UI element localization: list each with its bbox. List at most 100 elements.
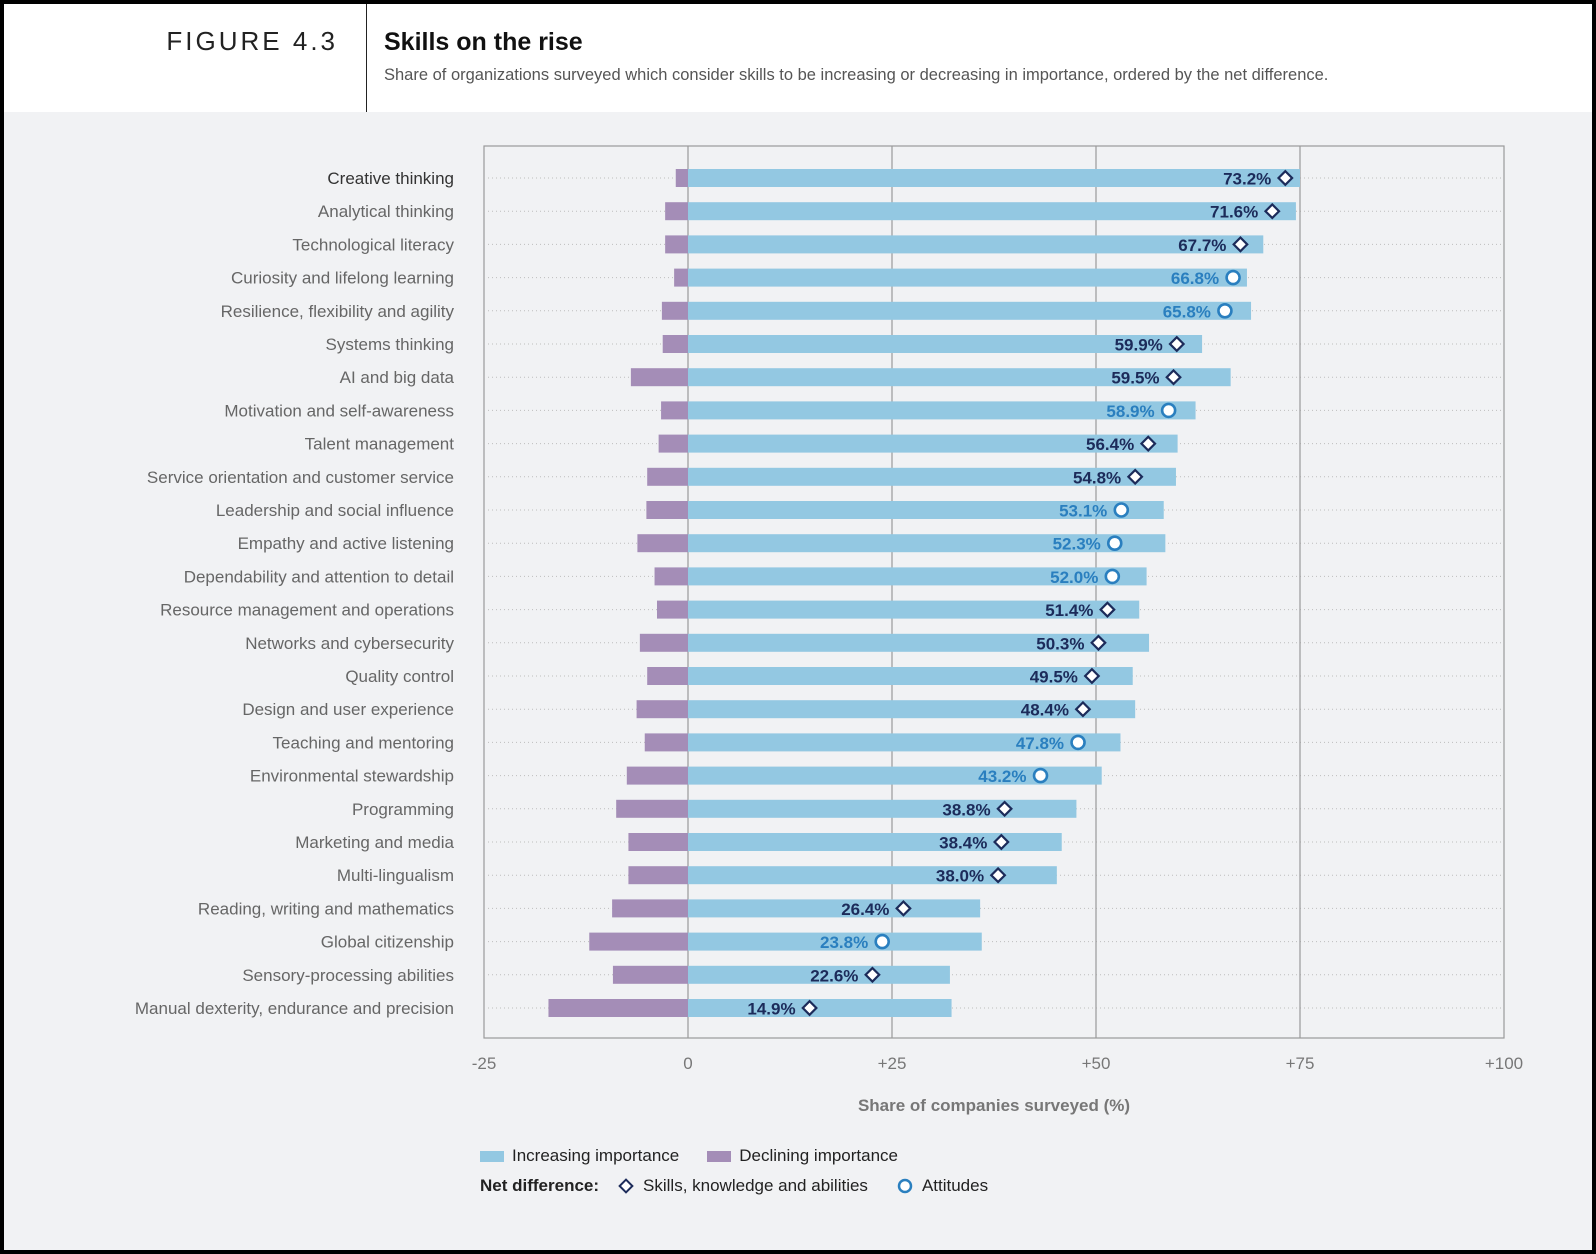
category-label: Reading, writing and mathematics bbox=[198, 899, 454, 918]
net-value-label: 14.9% bbox=[747, 1000, 795, 1019]
skills-marker bbox=[1232, 236, 1249, 253]
legend-attitudes-label: Attitudes bbox=[921, 1176, 989, 1195]
increasing-bar bbox=[688, 235, 1264, 254]
category-label: Quality control bbox=[345, 667, 454, 686]
attitudes-marker bbox=[1070, 734, 1086, 751]
category-label: Global citizenship bbox=[321, 933, 454, 952]
skills-marker bbox=[1276, 169, 1294, 187]
skills-marker bbox=[996, 800, 1013, 818]
increasing-bar bbox=[688, 799, 1077, 818]
skills-marker bbox=[864, 966, 881, 984]
legend-increasing: Increasing importance bbox=[480, 1146, 679, 1166]
legend-net-label: Net difference: bbox=[480, 1176, 600, 1195]
attitudes-marker bbox=[1106, 535, 1123, 552]
attitudes-marker bbox=[1113, 502, 1130, 518]
net-value-label: 52.0% bbox=[1050, 568, 1098, 587]
attitudes-marker bbox=[874, 933, 891, 950]
category-label: Marketing and media bbox=[295, 833, 454, 852]
legend-skills: Skills, knowledge and abilities bbox=[617, 1176, 868, 1196]
skills-marker bbox=[1099, 601, 1116, 618]
x-tick-label: -25 bbox=[472, 1054, 497, 1073]
declining-swatch bbox=[707, 1150, 732, 1162]
increasing-bar bbox=[688, 633, 1150, 652]
net-value-label: 71.6% bbox=[1210, 203, 1258, 222]
category-label: Multi-lingualism bbox=[337, 866, 454, 885]
figure-frame: FIGURE 4.3 Skills on the rise Share of o… bbox=[4, 4, 1592, 1250]
increasing-bar bbox=[688, 899, 981, 918]
increasing-bar bbox=[688, 434, 1178, 453]
increasing-bar bbox=[688, 965, 950, 984]
declining-bar bbox=[647, 467, 688, 486]
increasing-bar bbox=[688, 534, 1166, 553]
chart-title: Skills on the rise bbox=[384, 28, 583, 56]
category-label: Technological literacy bbox=[292, 235, 454, 254]
category-label: Systems thinking bbox=[326, 335, 455, 354]
chart-subtitle: Share of organizations surveyed which co… bbox=[384, 66, 1329, 84]
header-divider bbox=[366, 4, 367, 112]
legend-skills-label: Skills, knowledge and abilities bbox=[643, 1176, 868, 1195]
declining-bar bbox=[656, 600, 688, 619]
legend-increasing-label: Increasing importance bbox=[512, 1146, 680, 1165]
attitudes-marker bbox=[1032, 767, 1049, 784]
category-label: Leadership and social influence bbox=[216, 501, 454, 520]
increasing-bar bbox=[688, 600, 1140, 619]
category-label: Analytical thinking bbox=[318, 202, 454, 221]
category-label: AI and big data bbox=[340, 368, 455, 387]
declining-bar bbox=[661, 401, 688, 420]
attitudes-marker bbox=[1160, 402, 1177, 419]
net-value-label: 43.2% bbox=[978, 767, 1026, 786]
category-label: Talent management bbox=[305, 435, 455, 454]
category-label: Teaching and mentoring bbox=[273, 733, 454, 752]
declining-bar bbox=[628, 833, 688, 851]
plot-border bbox=[483, 145, 1505, 1039]
circle-marker-icon bbox=[897, 1178, 913, 1194]
category-label: Resource management and operations bbox=[160, 601, 454, 620]
net-value-label: 65.8% bbox=[1163, 302, 1211, 321]
skills-marker bbox=[801, 999, 818, 1017]
legend-declining-label: Declining importance bbox=[739, 1146, 899, 1165]
category-label: Motivation and self-awareness bbox=[224, 401, 454, 420]
increasing-bar bbox=[688, 766, 1102, 785]
skills-marker bbox=[1139, 435, 1157, 452]
legend-attitudes: Attitudes bbox=[896, 1176, 988, 1196]
net-value-label: 73.2% bbox=[1223, 170, 1271, 189]
declining-bar bbox=[661, 301, 688, 320]
net-value-label: 22.6% bbox=[810, 966, 858, 985]
skills-marker bbox=[1126, 468, 1144, 486]
category-label: Dependability and attention to detail bbox=[184, 567, 454, 586]
declining-bar bbox=[626, 766, 688, 785]
declining-bar bbox=[612, 965, 688, 984]
net-value-label: 54.8% bbox=[1073, 468, 1121, 487]
net-value-label: 48.4% bbox=[1021, 701, 1069, 720]
diamond-marker-icon bbox=[618, 1178, 634, 1194]
figure-number: FIGURE 4.3 bbox=[166, 26, 338, 56]
declining-bar bbox=[637, 534, 688, 553]
declining-bar bbox=[665, 202, 688, 221]
category-label: Manual dexterity, endurance and precisio… bbox=[135, 999, 454, 1018]
legend-row-net: Net difference: Skills, knowledge and ab… bbox=[480, 1176, 1016, 1196]
declining-bar bbox=[636, 700, 688, 719]
x-tick-label: 0 bbox=[683, 1054, 692, 1073]
declining-bar bbox=[662, 335, 688, 353]
net-value-label: 47.8% bbox=[1016, 734, 1064, 753]
net-value-label: 50.3% bbox=[1036, 634, 1084, 653]
x-tick-label: +100 bbox=[1485, 1054, 1523, 1073]
skills-marker bbox=[989, 866, 1007, 884]
skills-marker bbox=[1083, 667, 1101, 685]
increasing-bar bbox=[688, 700, 1136, 719]
net-value-label: 56.4% bbox=[1086, 435, 1134, 454]
increasing-bar bbox=[688, 932, 982, 951]
declining-bar bbox=[616, 799, 688, 818]
attitudes-marker bbox=[1225, 269, 1241, 286]
net-value-label: 59.5% bbox=[1111, 369, 1159, 388]
declining-bar bbox=[658, 434, 688, 453]
x-axis-title: Share of companies surveyed (%) bbox=[858, 1096, 1130, 1115]
chart-area: -25 0 +25 +50 +75 +100 Share of companies surv… bbox=[135, 145, 1523, 1115]
x-tick-label: +75 bbox=[1286, 1054, 1315, 1073]
net-value-label: 38.4% bbox=[939, 834, 987, 853]
declining-bar bbox=[644, 733, 688, 752]
net-value-label: 23.8% bbox=[820, 933, 868, 952]
declining-bar bbox=[630, 368, 688, 387]
declining-bar bbox=[647, 667, 688, 685]
net-value-label: 53.1% bbox=[1059, 502, 1107, 521]
